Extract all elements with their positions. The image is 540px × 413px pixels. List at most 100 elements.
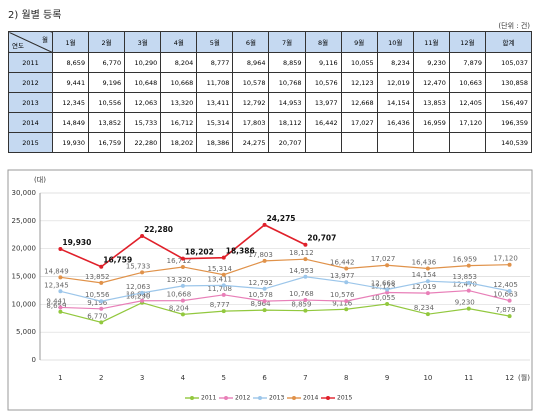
row-header: 2011: [8, 52, 53, 73]
data-point: [466, 280, 471, 285]
data-point: [303, 257, 308, 262]
data-point: [99, 264, 104, 269]
column-header: 2월: [88, 31, 126, 53]
data-label: 16,712: [167, 257, 192, 265]
legend-label: 2014: [303, 395, 318, 402]
data-label: 13,853: [453, 273, 478, 281]
data-label: 15,733: [126, 262, 151, 270]
data-point: [99, 280, 104, 285]
data-label: 12,063: [126, 283, 151, 291]
data-label: 11,708: [208, 285, 233, 293]
data-label: 12,792: [248, 279, 273, 287]
x-tick-label: 10: [423, 374, 432, 382]
column-header: 12월: [448, 31, 487, 53]
legend-label: 2012: [235, 395, 250, 402]
data-point: [221, 255, 226, 260]
legend-marker: [190, 396, 194, 400]
x-axis-label: (월): [518, 373, 530, 382]
y-tick-label: 30,000: [12, 189, 37, 197]
x-tick-label: 8: [344, 374, 348, 382]
data-point: [385, 302, 390, 307]
legend-label: 2011: [201, 395, 216, 402]
data-label: 10,556: [85, 291, 110, 299]
data-point: [180, 283, 185, 288]
x-tick-label: 5: [222, 374, 226, 382]
data-point: [180, 256, 185, 261]
data-label: 16,442: [330, 258, 355, 266]
data-label: 12,668: [371, 279, 396, 287]
data-point: [262, 258, 267, 263]
data-point: [262, 308, 267, 313]
y-axis-label: (대): [34, 176, 46, 184]
data-point: [99, 299, 104, 304]
data-label: 12,405: [493, 281, 518, 289]
data-point: [303, 242, 308, 247]
data-label: 8,234: [414, 304, 435, 312]
cell: 16,759: [88, 132, 126, 153]
cell: 22,280: [124, 132, 162, 153]
x-tick-label: 1: [58, 374, 62, 382]
cell: 140,539: [485, 132, 532, 153]
data-label: 16,436: [412, 259, 437, 267]
header-row: 월 연도 1월 2월 3월 4월 5월 6월 7월 8월 9월 10월 11월 12월 합계: [8, 31, 532, 53]
data-point: [221, 272, 226, 277]
y-tick-label: 25,000: [12, 217, 37, 225]
data-label: 14,849: [44, 267, 69, 275]
data-point: [507, 262, 512, 267]
data-label: 9,230: [455, 299, 475, 307]
data-label: 10,768: [289, 290, 314, 298]
data-point: [344, 299, 349, 304]
table-row: 2014 14,849 13,852 15,733 16,712 15,314 17,803…: [8, 112, 532, 133]
data-label: 6,770: [87, 312, 107, 320]
data-label: 15,314: [208, 265, 233, 273]
data-point: [58, 289, 63, 294]
legend-marker: [292, 396, 296, 400]
data-point: [303, 308, 308, 313]
data-label: 10,663: [493, 291, 518, 299]
column-header: 6월: [232, 31, 270, 53]
data-label: 10,668: [167, 291, 192, 299]
data-label: 17,803: [248, 251, 273, 259]
table-row: 2013 12,345 10,556 12,063 13,320 13,411 12,792…: [8, 92, 532, 113]
data-label: 12,345: [44, 281, 69, 289]
y-tick-label: 15,000: [12, 273, 37, 281]
data-label: 10,055: [371, 294, 396, 302]
series-line: [60, 276, 510, 302]
data-point: [507, 314, 512, 319]
data-point: [344, 307, 349, 312]
data-label: 10,290: [126, 293, 151, 301]
data-point: [58, 309, 63, 314]
data-label: 20,707: [307, 234, 336, 243]
data-label: 16,759: [103, 256, 132, 265]
data-label: 24,275: [267, 214, 296, 223]
x-tick-label: 6: [262, 374, 267, 382]
data-point: [180, 264, 185, 269]
column-header: 9월: [340, 31, 378, 53]
legend-marker: [224, 396, 228, 400]
corner-top: 월: [42, 36, 48, 44]
table-row: 2012 9,441 9,196 10,648 10,668 11,708 10,578 10…: [8, 72, 532, 93]
table-row: 2011 8,659 6,770 10,290 8,204 8,777 8,964 8,859…: [8, 52, 532, 73]
data-label: 8,964: [251, 300, 272, 308]
data-label: 14,154: [412, 271, 437, 279]
row-header: 2015: [8, 132, 53, 153]
data-point: [221, 292, 226, 297]
cell: 24,275: [232, 132, 270, 153]
data-label: 8,859: [291, 301, 311, 309]
x-tick-label: 11: [464, 374, 473, 382]
x-tick-label: 3: [140, 374, 144, 382]
section-title: 2) 월별 등록: [8, 10, 62, 21]
corner-cell: 월 연도: [8, 31, 53, 53]
data-point: [140, 298, 145, 303]
legend-label: 2013: [269, 395, 284, 402]
data-point: [140, 290, 145, 295]
data-label: 13,977: [330, 272, 355, 280]
y-tick-label: 0: [32, 356, 36, 364]
data-point: [262, 299, 267, 304]
data-point: [262, 222, 267, 227]
data-label: 10,576: [330, 291, 355, 299]
data-point: [466, 288, 471, 293]
data-point: [425, 266, 430, 271]
column-header: 7월: [268, 31, 306, 53]
data-label: 9,196: [87, 299, 108, 307]
